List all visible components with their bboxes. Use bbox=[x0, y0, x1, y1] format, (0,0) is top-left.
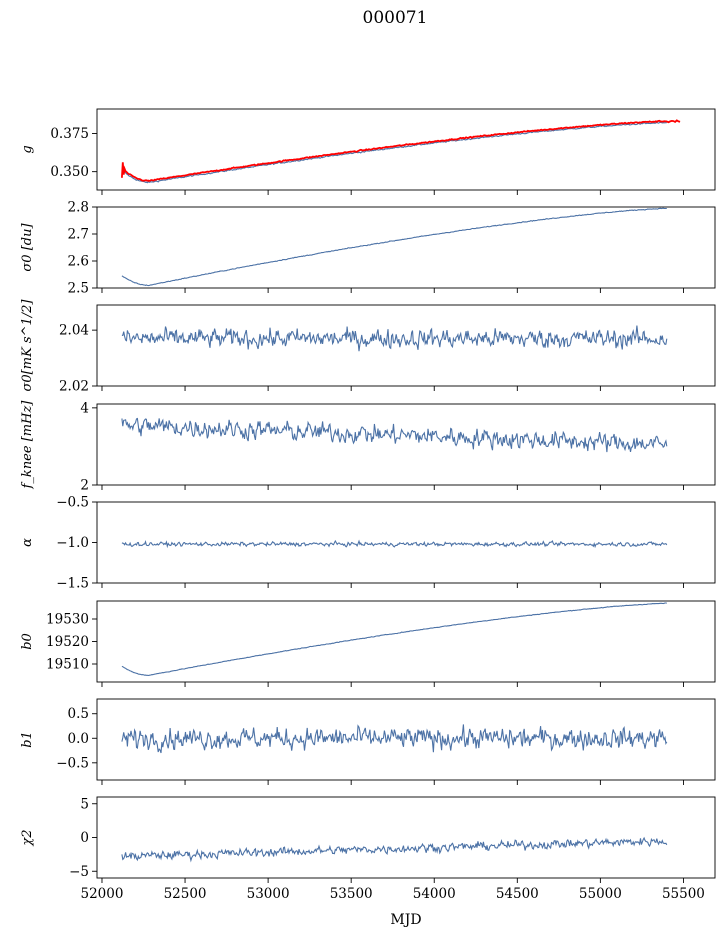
axes-frame bbox=[96, 796, 716, 879]
axes-frame bbox=[96, 501, 716, 584]
x-tick-label: 54000 bbox=[413, 886, 456, 902]
x-tick-label: 53000 bbox=[247, 886, 290, 902]
y-tick-label: 19510 bbox=[46, 657, 89, 673]
y-tick-label: −1.5 bbox=[56, 576, 89, 592]
panel-4: 2 4 f_knee [mHz] bbox=[20, 400, 716, 494]
y-tick-label: 2 bbox=[80, 478, 89, 494]
y-tick-label: −0.5 bbox=[56, 755, 89, 771]
axes-frame bbox=[96, 108, 716, 191]
panel-3: 2.02 2.04 σ0[mK s^1/2] bbox=[20, 299, 716, 395]
y-tick-label: −0.5 bbox=[56, 495, 89, 511]
fit-line bbox=[121, 119, 681, 182]
series-line bbox=[121, 207, 667, 287]
x-tick-label: 55500 bbox=[662, 886, 705, 902]
x-tick-label: 54500 bbox=[496, 886, 539, 902]
series-line bbox=[121, 121, 667, 184]
series-line bbox=[121, 602, 667, 676]
axes-frame bbox=[96, 600, 716, 683]
series-line bbox=[121, 325, 668, 352]
panel-8: −5 0 5 52000 52500 53000 53500 54000 54500 55000 5… bbox=[20, 796, 716, 902]
panel-5: −1.5 −1.0 −0.5 α bbox=[20, 495, 716, 592]
y-axis-label: f_knee [mHz] bbox=[20, 400, 35, 490]
y-axis-label: α bbox=[20, 538, 35, 547]
y-tick-label: 0.375 bbox=[50, 126, 89, 142]
y-tick-label: 0.5 bbox=[68, 706, 89, 722]
y-tick-label: 19530 bbox=[46, 612, 89, 628]
y-axis-label: σ0[mK s^1/2] bbox=[20, 299, 35, 392]
axes-frame bbox=[96, 304, 716, 387]
y-tick-label: 0.350 bbox=[50, 164, 89, 180]
y-tick-label: 2.6 bbox=[68, 254, 89, 270]
y-tick-label: 5 bbox=[80, 796, 89, 812]
y-tick-label: 2.8 bbox=[68, 200, 89, 216]
y-tick-label: 19520 bbox=[46, 634, 89, 650]
panel-6: 19510 19520 19530 b0 bbox=[20, 600, 716, 687]
x-tick-label: 53500 bbox=[330, 886, 373, 902]
x-tick-label: 52500 bbox=[164, 886, 207, 902]
series-line bbox=[121, 724, 668, 754]
axes-frame bbox=[96, 403, 716, 486]
axes-frame bbox=[96, 206, 716, 289]
y-tick-label: 0.0 bbox=[68, 731, 89, 747]
series-line bbox=[121, 836, 668, 863]
panel-2: 2.5 2.6 2.7 2.8 σ0 [du] bbox=[20, 200, 716, 297]
axes-frame bbox=[96, 698, 716, 781]
y-axis-label: b1 bbox=[20, 731, 35, 748]
series-line bbox=[121, 417, 668, 453]
figure-title: 000071 bbox=[362, 8, 428, 28]
x-axis-label: MJD bbox=[390, 912, 421, 928]
y-tick-label: 2.04 bbox=[59, 323, 89, 339]
y-tick-label: −5 bbox=[69, 864, 89, 880]
x-tick-label: 55000 bbox=[579, 886, 622, 902]
y-axis-label: g bbox=[20, 145, 35, 153]
y-axis-label: σ0 [du] bbox=[20, 223, 35, 272]
x-tick-label: 52000 bbox=[81, 886, 124, 902]
y-tick-label: −1.0 bbox=[56, 535, 89, 551]
series-line bbox=[121, 539, 668, 549]
y-tick-label: 0 bbox=[80, 830, 89, 846]
y-axis-label: χ2 bbox=[20, 829, 35, 846]
y-tick-label: 2.02 bbox=[59, 379, 89, 395]
y-tick-label: 2.7 bbox=[68, 227, 89, 243]
y-tick-label: 4 bbox=[80, 400, 89, 416]
y-tick-label: 2.5 bbox=[68, 281, 89, 297]
y-axis-label: b0 bbox=[20, 633, 35, 650]
panel-7: −0.5 0.0 0.5 b1 bbox=[20, 698, 716, 785]
panel-1: 0.350 0.375 g bbox=[20, 108, 716, 195]
